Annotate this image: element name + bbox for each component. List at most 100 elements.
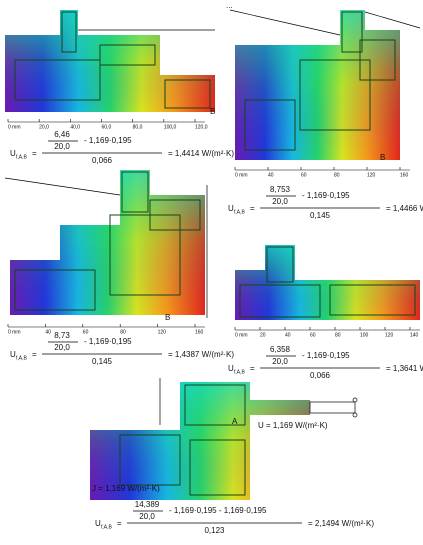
section-line [4, 177, 121, 196]
scale-label: 80,0 [133, 124, 143, 130]
scale-label: 100 [360, 332, 369, 338]
frame-chamber [14, 59, 101, 101]
formula-subscript: f,A,B [234, 369, 246, 375]
scale-label: 160 [195, 329, 204, 335]
frame-chamber [149, 199, 201, 231]
eq: = [250, 364, 255, 373]
thermal-overlay [10, 170, 205, 315]
formula-symbol: U [95, 519, 101, 528]
frame-chamber [164, 79, 211, 109]
frame-chamber [189, 439, 246, 496]
scale-label: 40,0 [70, 124, 80, 130]
scale-label: 0 mm [8, 124, 21, 130]
scale-label: 60 [301, 172, 307, 178]
eq: = [250, 204, 255, 213]
frame-chamber [329, 284, 416, 316]
formula-subscript: f,A,B [16, 355, 28, 361]
numerator: 8,753 [270, 185, 291, 194]
denominator: 0,066 [310, 371, 331, 380]
numerator: 8,73 [54, 331, 70, 340]
frame-chamber [119, 434, 181, 486]
numerator: 6,46 [54, 130, 70, 139]
point-label: B [210, 107, 215, 116]
section-line [364, 11, 421, 29]
formula-result: = 1,4466 W/(m²·K) [386, 204, 423, 213]
frame-chamber [359, 39, 396, 81]
formula-result: = 1,4387 W/(m²·K) [168, 350, 234, 359]
scale-label: 120,0 [195, 124, 208, 130]
denominator: 0,066 [92, 156, 113, 165]
scale-label: 20 [260, 332, 266, 338]
scale-label: 60 [310, 332, 316, 338]
frame-chamber [109, 214, 181, 296]
scale-label: 40 [285, 332, 291, 338]
frame-chamber [239, 284, 321, 318]
formula-symbol: U [228, 204, 234, 213]
scale-label: 80 [335, 332, 341, 338]
node [352, 412, 358, 418]
divisor: 20,0 [54, 343, 70, 352]
subtraction: - 1,169·0,195 [84, 136, 132, 145]
scale-label: 120 [385, 332, 394, 338]
scale-label: 120 [367, 172, 376, 178]
formula-result: = 1,3641 W/(m²·K) [386, 364, 423, 373]
formula-symbol: U [228, 364, 234, 373]
eq: = [32, 350, 37, 359]
scale-label: 140 [410, 332, 419, 338]
scale-label: 80 [120, 329, 126, 335]
annotation: U = 1,169 W/(m²·K) [258, 421, 328, 430]
divisor: 20,0 [139, 512, 155, 521]
scale-label: 40 [45, 329, 51, 335]
divisor: 20,0 [54, 142, 70, 151]
scale-label: 0 mm [8, 329, 21, 335]
scale-label: 60,0 [102, 124, 112, 130]
eq: = [32, 149, 37, 158]
frame-chamber [299, 59, 371, 131]
eq: = [117, 519, 122, 528]
denominator: 0,145 [92, 357, 113, 366]
scale-label: 80 [334, 172, 340, 178]
scale-label: 120 [158, 329, 167, 335]
frame-chamber [341, 11, 363, 53]
formula-symbol: U [10, 149, 16, 158]
frame-chamber [121, 171, 149, 213]
frame-chamber [184, 384, 246, 426]
scale-label: 100,0 [164, 124, 177, 130]
formula-subscript: f,A,B [101, 524, 113, 530]
formula-symbol: U [10, 350, 16, 359]
scale-label: 0 mm [235, 332, 248, 338]
corner-note: ... [226, 1, 233, 10]
denominator: 0,123 [204, 526, 225, 535]
thermal-overlay [90, 382, 310, 500]
subtraction: - 1,169·0,195 [84, 337, 132, 346]
thermal-overlay [235, 10, 400, 160]
subtraction: - 1,169·0,195 [302, 191, 350, 200]
subtraction: - 1,169·0,195 - 1,169·0,195 [169, 506, 267, 515]
node [352, 397, 358, 403]
thermal-overlay [5, 10, 215, 112]
profile-extension [309, 401, 356, 414]
numerator: 14,389 [135, 500, 160, 509]
frame-chamber [99, 44, 156, 66]
formula-subscript: f,A,B [16, 154, 28, 160]
formula-subscript: f,A,B [234, 209, 246, 215]
scale-label: 20,0 [39, 124, 49, 130]
denominator: 0,145 [310, 211, 331, 220]
point-label: A [232, 417, 238, 426]
frame-chamber [61, 11, 77, 53]
formula-result: = 2,1494 W/(m²·K) [308, 519, 374, 528]
formula-result: = 1,4414 W/(m²·K) [168, 149, 234, 158]
scale-label: 60 [83, 329, 89, 335]
point-label: B [165, 313, 170, 322]
scale-label: 0 mm [235, 172, 248, 178]
section-line [229, 9, 341, 36]
frame-chamber [244, 99, 296, 151]
point-label: B [380, 153, 385, 162]
thermal-overlay [235, 245, 420, 320]
divisor: 20,0 [272, 197, 288, 206]
frame-chamber [266, 246, 294, 283]
scale-label: 160 [400, 172, 409, 178]
numerator: 6,358 [270, 345, 291, 354]
scale-label: 40 [268, 172, 274, 178]
frame-chamber [14, 269, 96, 311]
